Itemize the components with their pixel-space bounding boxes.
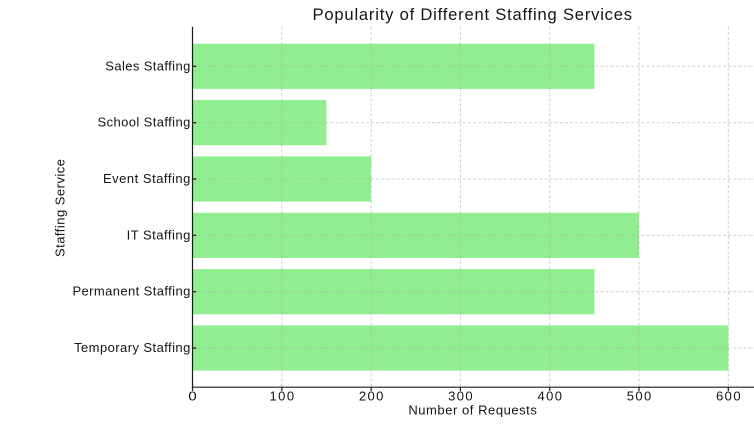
- svg-text:IT Staffing: IT Staffing: [127, 227, 191, 242]
- svg-text:Temporary Staffing: Temporary Staffing: [74, 340, 190, 355]
- svg-text:100: 100: [270, 389, 295, 404]
- svg-text:0: 0: [188, 389, 197, 404]
- svg-text:Sales Staffing: Sales Staffing: [105, 58, 190, 73]
- svg-text:400: 400: [537, 389, 562, 404]
- svg-text:Permanent Staffing: Permanent Staffing: [73, 284, 191, 299]
- svg-text:Staffing Service: Staffing Service: [53, 159, 68, 257]
- svg-text:600: 600: [716, 389, 741, 404]
- svg-text:200: 200: [359, 389, 384, 404]
- svg-text:School Staffing: School Staffing: [98, 115, 191, 130]
- svg-text:300: 300: [448, 389, 473, 404]
- svg-text:Popularity of Different Staffi: Popularity of Different Staffing Service…: [313, 5, 633, 24]
- svg-text:Number of Requests: Number of Requests: [408, 402, 537, 417]
- svg-text:Event Staffing: Event Staffing: [103, 171, 190, 186]
- svg-text:500: 500: [627, 389, 652, 404]
